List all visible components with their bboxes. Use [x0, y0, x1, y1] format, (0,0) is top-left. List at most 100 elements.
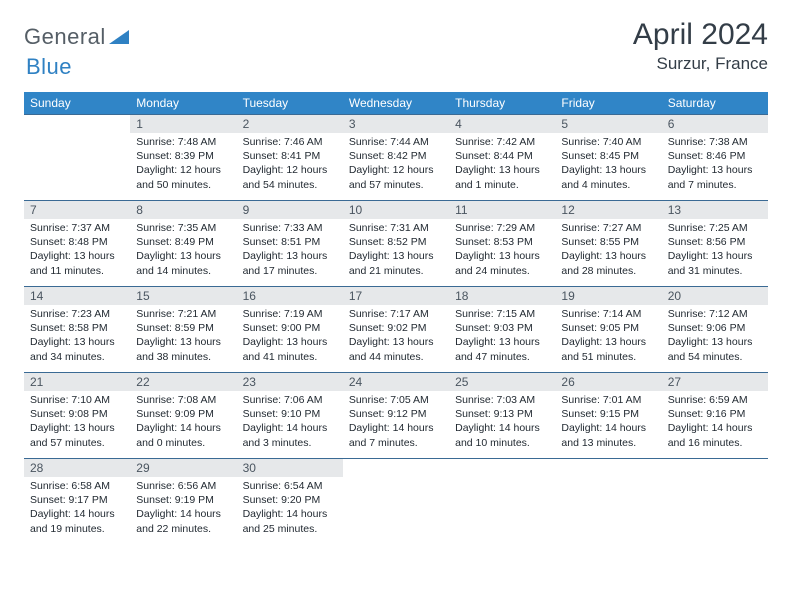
day-content: Sunrise: 7:35 AMSunset: 8:49 PMDaylight:… [130, 219, 236, 282]
calendar-day-cell: 23Sunrise: 7:06 AMSunset: 9:10 PMDayligh… [237, 373, 343, 459]
day-number: 1 [130, 115, 236, 133]
daylight-line: Daylight: 13 hours and 28 minutes. [561, 249, 655, 277]
sunrise-line: Sunrise: 7:03 AM [455, 393, 549, 407]
sunset-line: Sunset: 8:58 PM [30, 321, 124, 335]
sunrise-line: Sunrise: 7:19 AM [243, 307, 337, 321]
daylight-line: Daylight: 14 hours and 13 minutes. [561, 421, 655, 449]
day-number: 18 [449, 287, 555, 305]
calendar-day-cell: 24Sunrise: 7:05 AMSunset: 9:12 PMDayligh… [343, 373, 449, 459]
sunrise-line: Sunrise: 7:48 AM [136, 135, 230, 149]
day-content: Sunrise: 7:15 AMSunset: 9:03 PMDaylight:… [449, 305, 555, 368]
daylight-line: Daylight: 13 hours and 44 minutes. [349, 335, 443, 363]
calendar-day-cell: 29Sunrise: 6:56 AMSunset: 9:19 PMDayligh… [130, 459, 236, 545]
sunset-line: Sunset: 8:51 PM [243, 235, 337, 249]
day-number: 29 [130, 459, 236, 477]
calendar-day-cell: 27Sunrise: 6:59 AMSunset: 9:16 PMDayligh… [662, 373, 768, 459]
day-content: Sunrise: 7:12 AMSunset: 9:06 PMDaylight:… [662, 305, 768, 368]
day-content: Sunrise: 7:33 AMSunset: 8:51 PMDaylight:… [237, 219, 343, 282]
daylight-line: Daylight: 12 hours and 50 minutes. [136, 163, 230, 191]
calendar-table: SundayMondayTuesdayWednesdayThursdayFrid… [24, 92, 768, 545]
day-content: Sunrise: 7:03 AMSunset: 9:13 PMDaylight:… [449, 391, 555, 454]
calendar-day-cell: 30Sunrise: 6:54 AMSunset: 9:20 PMDayligh… [237, 459, 343, 545]
calendar-empty-cell [449, 459, 555, 545]
daylight-line: Daylight: 14 hours and 10 minutes. [455, 421, 549, 449]
day-number: 26 [555, 373, 661, 391]
day-header: Friday [555, 92, 661, 115]
day-content: Sunrise: 7:25 AMSunset: 8:56 PMDaylight:… [662, 219, 768, 282]
sunset-line: Sunset: 8:42 PM [349, 149, 443, 163]
sunrise-line: Sunrise: 7:06 AM [243, 393, 337, 407]
daylight-line: Daylight: 12 hours and 57 minutes. [349, 163, 443, 191]
day-header: Monday [130, 92, 236, 115]
sunset-line: Sunset: 9:03 PM [455, 321, 549, 335]
sunrise-line: Sunrise: 7:17 AM [349, 307, 443, 321]
sunset-line: Sunset: 8:41 PM [243, 149, 337, 163]
day-number: 23 [237, 373, 343, 391]
day-number: 10 [343, 201, 449, 219]
sunrise-line: Sunrise: 7:14 AM [561, 307, 655, 321]
calendar-row: 28Sunrise: 6:58 AMSunset: 9:17 PMDayligh… [24, 459, 768, 545]
calendar-day-cell: 16Sunrise: 7:19 AMSunset: 9:00 PMDayligh… [237, 287, 343, 373]
sunrise-line: Sunrise: 7:42 AM [455, 135, 549, 149]
daylight-line: Daylight: 13 hours and 17 minutes. [243, 249, 337, 277]
day-content: Sunrise: 7:40 AMSunset: 8:45 PMDaylight:… [555, 133, 661, 196]
daylight-line: Daylight: 14 hours and 7 minutes. [349, 421, 443, 449]
calendar-day-cell: 7Sunrise: 7:37 AMSunset: 8:48 PMDaylight… [24, 201, 130, 287]
calendar-day-cell: 2Sunrise: 7:46 AMSunset: 8:41 PMDaylight… [237, 115, 343, 201]
calendar-row: 21Sunrise: 7:10 AMSunset: 9:08 PMDayligh… [24, 373, 768, 459]
day-number: 21 [24, 373, 130, 391]
day-number: 15 [130, 287, 236, 305]
day-header: Thursday [449, 92, 555, 115]
sunset-line: Sunset: 9:17 PM [30, 493, 124, 507]
calendar-day-cell: 11Sunrise: 7:29 AMSunset: 8:53 PMDayligh… [449, 201, 555, 287]
day-number: 25 [449, 373, 555, 391]
day-number: 9 [237, 201, 343, 219]
logo-triangle-icon [109, 28, 129, 49]
daylight-line: Daylight: 13 hours and 4 minutes. [561, 163, 655, 191]
day-number: 2 [237, 115, 343, 133]
sunrise-line: Sunrise: 7:31 AM [349, 221, 443, 235]
day-header: Wednesday [343, 92, 449, 115]
calendar-day-cell: 6Sunrise: 7:38 AMSunset: 8:46 PMDaylight… [662, 115, 768, 201]
sunset-line: Sunset: 8:46 PM [668, 149, 762, 163]
sunrise-line: Sunrise: 6:56 AM [136, 479, 230, 493]
calendar-day-cell: 1Sunrise: 7:48 AMSunset: 8:39 PMDaylight… [130, 115, 236, 201]
day-header: Tuesday [237, 92, 343, 115]
sunset-line: Sunset: 8:45 PM [561, 149, 655, 163]
sunset-line: Sunset: 8:52 PM [349, 235, 443, 249]
sunset-line: Sunset: 8:59 PM [136, 321, 230, 335]
calendar-empty-cell [662, 459, 768, 545]
daylight-line: Daylight: 13 hours and 1 minute. [455, 163, 549, 191]
calendar-day-cell: 4 Sunrise: 7:42 AMSunset: 8:44 PMDaylight… [449, 115, 555, 201]
daylight-line: Daylight: 13 hours and 31 minutes. [668, 249, 762, 277]
day-number: 3 [343, 115, 449, 133]
sunrise-line: Sunrise: 7:01 AM [561, 393, 655, 407]
calendar-day-cell: 5Sunrise: 7:40 AMSunset: 8:45 PMDaylight… [555, 115, 661, 201]
daylight-line: Daylight: 13 hours and 14 minutes. [136, 249, 230, 277]
calendar-header-row: SundayMondayTuesdayWednesdayThursdayFrid… [24, 92, 768, 115]
calendar-day-cell: 13Sunrise: 7:25 AMSunset: 8:56 PMDayligh… [662, 201, 768, 287]
calendar-empty-cell [555, 459, 661, 545]
day-content: Sunrise: 7:37 AMSunset: 8:48 PMDaylight:… [24, 219, 130, 282]
day-number: 16 [237, 287, 343, 305]
calendar-day-cell: 26 Sunrise: 7:01 AMSunset: 9:15 PMDayligh… [555, 373, 661, 459]
calendar-day-cell: 18Sunrise: 7:15 AMSunset: 9:03 PMDayligh… [449, 287, 555, 373]
sunset-line: Sunset: 8:44 PM [455, 149, 549, 163]
day-content: Sunrise: 7:17 AMSunset: 9:02 PMDaylight:… [343, 305, 449, 368]
day-content: Sunrise: 7:14 AMSunset: 9:05 PMDaylight:… [555, 305, 661, 368]
daylight-line: Daylight: 13 hours and 34 minutes. [30, 335, 124, 363]
day-number: 4 [449, 115, 555, 133]
daylight-line: Daylight: 14 hours and 16 minutes. [668, 421, 762, 449]
day-content: Sunrise: 6:54 AMSunset: 9:20 PMDaylight:… [237, 477, 343, 540]
sunset-line: Sunset: 9:15 PM [561, 407, 655, 421]
day-number: 22 [130, 373, 236, 391]
logo: General [24, 18, 131, 50]
sunrise-line: Sunrise: 7:40 AM [561, 135, 655, 149]
calendar-day-cell: 8Sunrise: 7:35 AMSunset: 8:49 PMDaylight… [130, 201, 236, 287]
calendar-day-cell: 19Sunrise: 7:14 AMSunset: 9:05 PMDayligh… [555, 287, 661, 373]
day-number: 20 [662, 287, 768, 305]
day-content: Sunrise: 6:56 AMSunset: 9:19 PMDaylight:… [130, 477, 236, 540]
sunset-line: Sunset: 9:06 PM [668, 321, 762, 335]
month-title: April 2024 [633, 18, 768, 52]
sunrise-line: Sunrise: 7:21 AM [136, 307, 230, 321]
